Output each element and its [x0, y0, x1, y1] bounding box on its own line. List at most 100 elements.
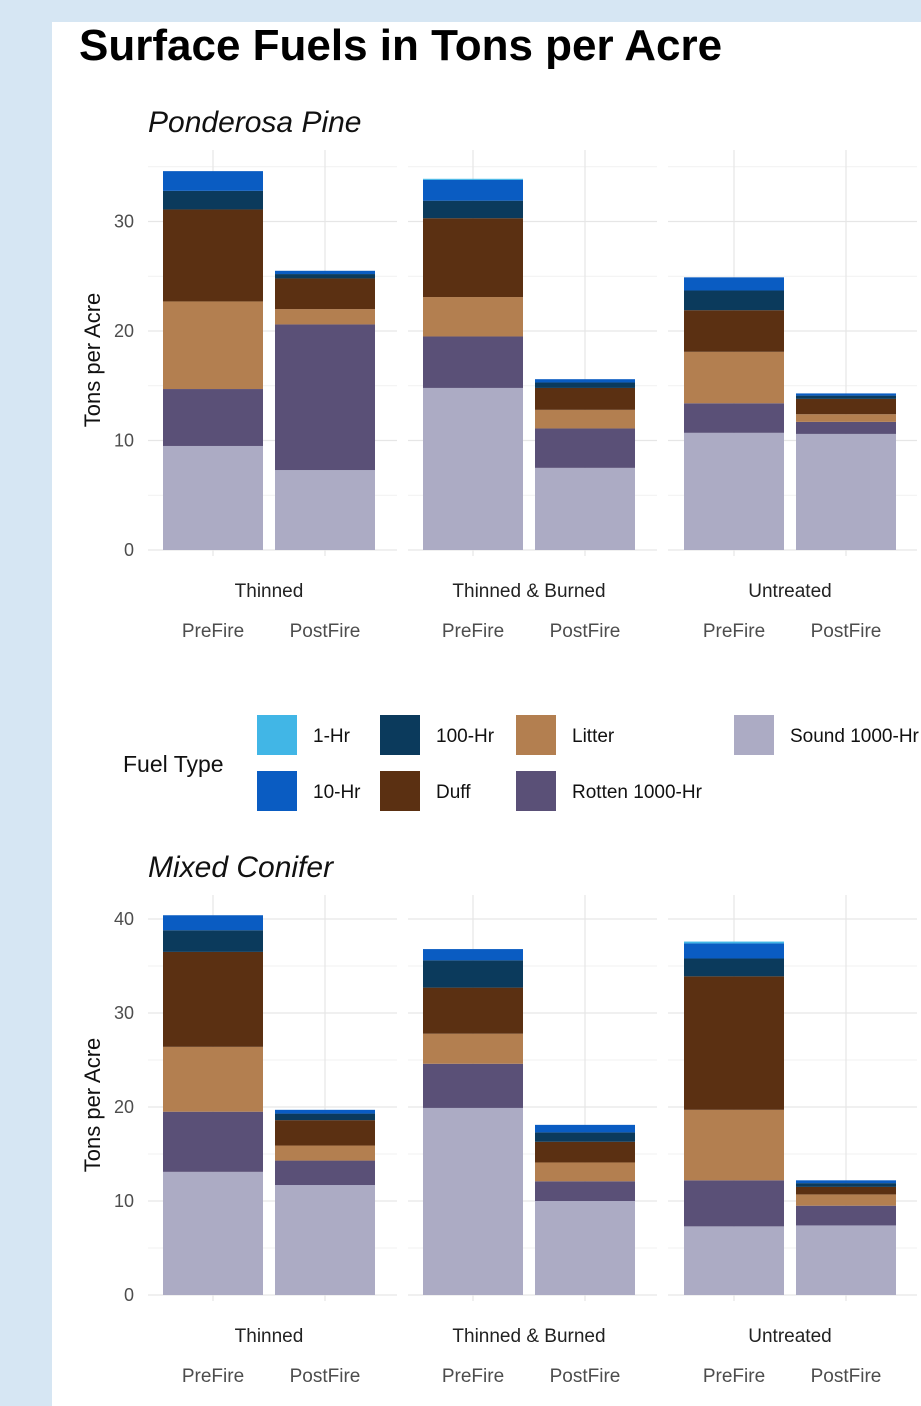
group-label: Thinned [235, 581, 304, 602]
panel-ponderosa-pine: Ponderosa Pine 0 10 20 30 Tons per Acre Thinne… [80, 106, 917, 642]
bar-litter-thinned-burned-prefire [423, 1033, 523, 1064]
bar-100-hr-untreated-postfire [796, 1183, 896, 1187]
bar-sound-1000-hr-thinned-prefire [163, 1171, 263, 1295]
y-axis-label: Tons per Acre [80, 293, 105, 428]
bar-duff-thinned-burned-prefire [423, 987, 523, 1034]
legend-swatch-litter [516, 715, 556, 755]
category-label: PreFire [703, 1366, 765, 1387]
bar-duff-thinned-burned-postfire [535, 387, 635, 410]
bar-litter-thinned-burned-postfire [535, 409, 635, 429]
legend-swatch-sound-1000-hr [734, 715, 774, 755]
bar-duff-thinned-burned-postfire [535, 1141, 635, 1163]
bar-rotten-1000-hr-thinned-burned-postfire [535, 428, 635, 468]
category-label: PreFire [703, 621, 765, 642]
bar-sound-1000-hr-untreated-prefire [684, 1226, 784, 1295]
bar-sound-1000-hr-thinned-burned-prefire [423, 387, 523, 550]
bar-100-hr-untreated-prefire [684, 958, 784, 977]
legend-swatch-1-hr [257, 715, 297, 755]
category-label: PostFire [290, 1366, 361, 1387]
y-tick-label: 0 [124, 540, 134, 560]
y-axis-label: Tons per Acre [80, 1038, 105, 1173]
category-label: PostFire [550, 1366, 621, 1387]
bar-duff-untreated-prefire [684, 310, 784, 352]
bar-100-hr-thinned-prefire [163, 190, 263, 210]
bar-rotten-1000-hr-thinned-burned-prefire [423, 336, 523, 388]
bar-duff-thinned-postfire [275, 1120, 375, 1146]
category-label: PostFire [811, 621, 882, 642]
bar-duff-untreated-prefire [684, 976, 784, 1110]
bar-100-hr-thinned-burned-postfire [535, 1132, 635, 1142]
bar-sound-1000-hr-thinned-burned-postfire [535, 467, 635, 550]
bar-litter-thinned-burned-postfire [535, 1162, 635, 1182]
group-label: Thinned [235, 1326, 304, 1347]
bar-sound-1000-hr-thinned-postfire [275, 470, 375, 550]
bar-1-hr-thinned-burned-prefire [423, 178, 523, 180]
y-tick-label: 0 [124, 1285, 134, 1305]
bar-litter-untreated-prefire [684, 1109, 784, 1181]
page-title: Surface Fuels in Tons per Acre [79, 22, 723, 70]
bar-rotten-1000-hr-thinned-postfire [275, 324, 375, 471]
bar-rotten-1000-hr-untreated-prefire [684, 1180, 784, 1227]
bar-duff-thinned-prefire [163, 951, 263, 1047]
bar-sound-1000-hr-thinned-burned-postfire [535, 1201, 635, 1295]
legend-label-sound-1000-hr: Sound 1000-Hr [790, 726, 920, 747]
bar-100-hr-thinned-burned-prefire [423, 200, 523, 219]
bar-10-hr-thinned-prefire [163, 171, 263, 191]
bar-100-hr-thinned-prefire [163, 930, 263, 952]
category-label: PostFire [811, 1366, 882, 1387]
bar-rotten-1000-hr-untreated-prefire [684, 403, 784, 433]
legend-swatch-rotten-1000-hr [516, 771, 556, 811]
group-label: Thinned & Burned [452, 581, 605, 602]
bar-10-hr-thinned-burned-prefire [423, 949, 523, 961]
bar-rotten-1000-hr-thinned-postfire [275, 1160, 375, 1186]
bar-10-hr-thinned-burned-postfire [535, 1124, 635, 1133]
legend-swatch-100-hr [380, 715, 420, 755]
bar-sound-1000-hr-untreated-postfire [796, 433, 896, 550]
legend-label-litter: Litter [572, 726, 615, 747]
bar-100-hr-untreated-prefire [684, 290, 784, 311]
chart-canvas: Ponderosa Pine 0 10 20 30 Tons per Acre Thinne… [80, 106, 920, 1387]
bar-duff-thinned-postfire [275, 278, 375, 310]
legend-label-duff: Duff [436, 782, 471, 803]
bar-10-hr-thinned-postfire [275, 1109, 375, 1114]
bar-10-hr-thinned-burned-postfire [535, 379, 635, 383]
bar-10-hr-thinned-burned-prefire [423, 179, 523, 201]
bar-litter-untreated-postfire [796, 414, 896, 422]
category-label: PreFire [182, 621, 244, 642]
bar-10-hr-untreated-prefire [684, 943, 784, 959]
panel-title: Mixed Conifer [148, 851, 334, 884]
bar-sound-1000-hr-untreated-prefire [684, 432, 784, 550]
bar-litter-untreated-postfire [796, 1194, 896, 1206]
bar-duff-thinned-burned-prefire [423, 218, 523, 298]
bar-10-hr-untreated-postfire [796, 1180, 896, 1184]
y-tick-label: 20 [114, 1097, 134, 1117]
category-label: PostFire [550, 621, 621, 642]
y-tick-label: 10 [114, 1191, 134, 1211]
bar-duff-untreated-postfire [796, 398, 896, 415]
category-label: PreFire [442, 621, 504, 642]
bar-litter-thinned-prefire [163, 1046, 263, 1112]
bar-100-hr-untreated-postfire [796, 395, 896, 399]
bar-litter-thinned-postfire [275, 1145, 375, 1161]
bar-litter-thinned-postfire [275, 309, 375, 325]
bar-1-hr-untreated-prefire [684, 941, 784, 944]
bar-duff-untreated-postfire [796, 1186, 896, 1195]
bar-rotten-1000-hr-thinned-burned-prefire [423, 1063, 523, 1108]
group-label: Untreated [748, 581, 831, 602]
legend-label-100-hr: 100-Hr [436, 726, 495, 747]
group-label: Untreated [748, 1326, 831, 1347]
bar-sound-1000-hr-untreated-postfire [796, 1225, 896, 1295]
legend-swatch-10-hr [257, 771, 297, 811]
bar-100-hr-thinned-burned-postfire [535, 382, 635, 388]
group-label: Thinned & Burned [452, 1326, 605, 1347]
legend-label-rotten-1000-hr: Rotten 1000-Hr [572, 782, 703, 803]
category-label: PreFire [442, 1366, 504, 1387]
y-tick-label: 10 [114, 431, 134, 451]
bar-litter-thinned-burned-prefire [423, 297, 523, 337]
y-tick-label: 30 [114, 1003, 134, 1023]
y-tick-label: 20 [114, 321, 134, 341]
category-label: PostFire [290, 621, 361, 642]
bar-sound-1000-hr-thinned-prefire [163, 445, 263, 550]
legend: Fuel Type 1-Hr 10-Hr 100-Hr Duff Litter Rotten… [123, 715, 920, 811]
y-tick-label: 30 [114, 212, 134, 232]
